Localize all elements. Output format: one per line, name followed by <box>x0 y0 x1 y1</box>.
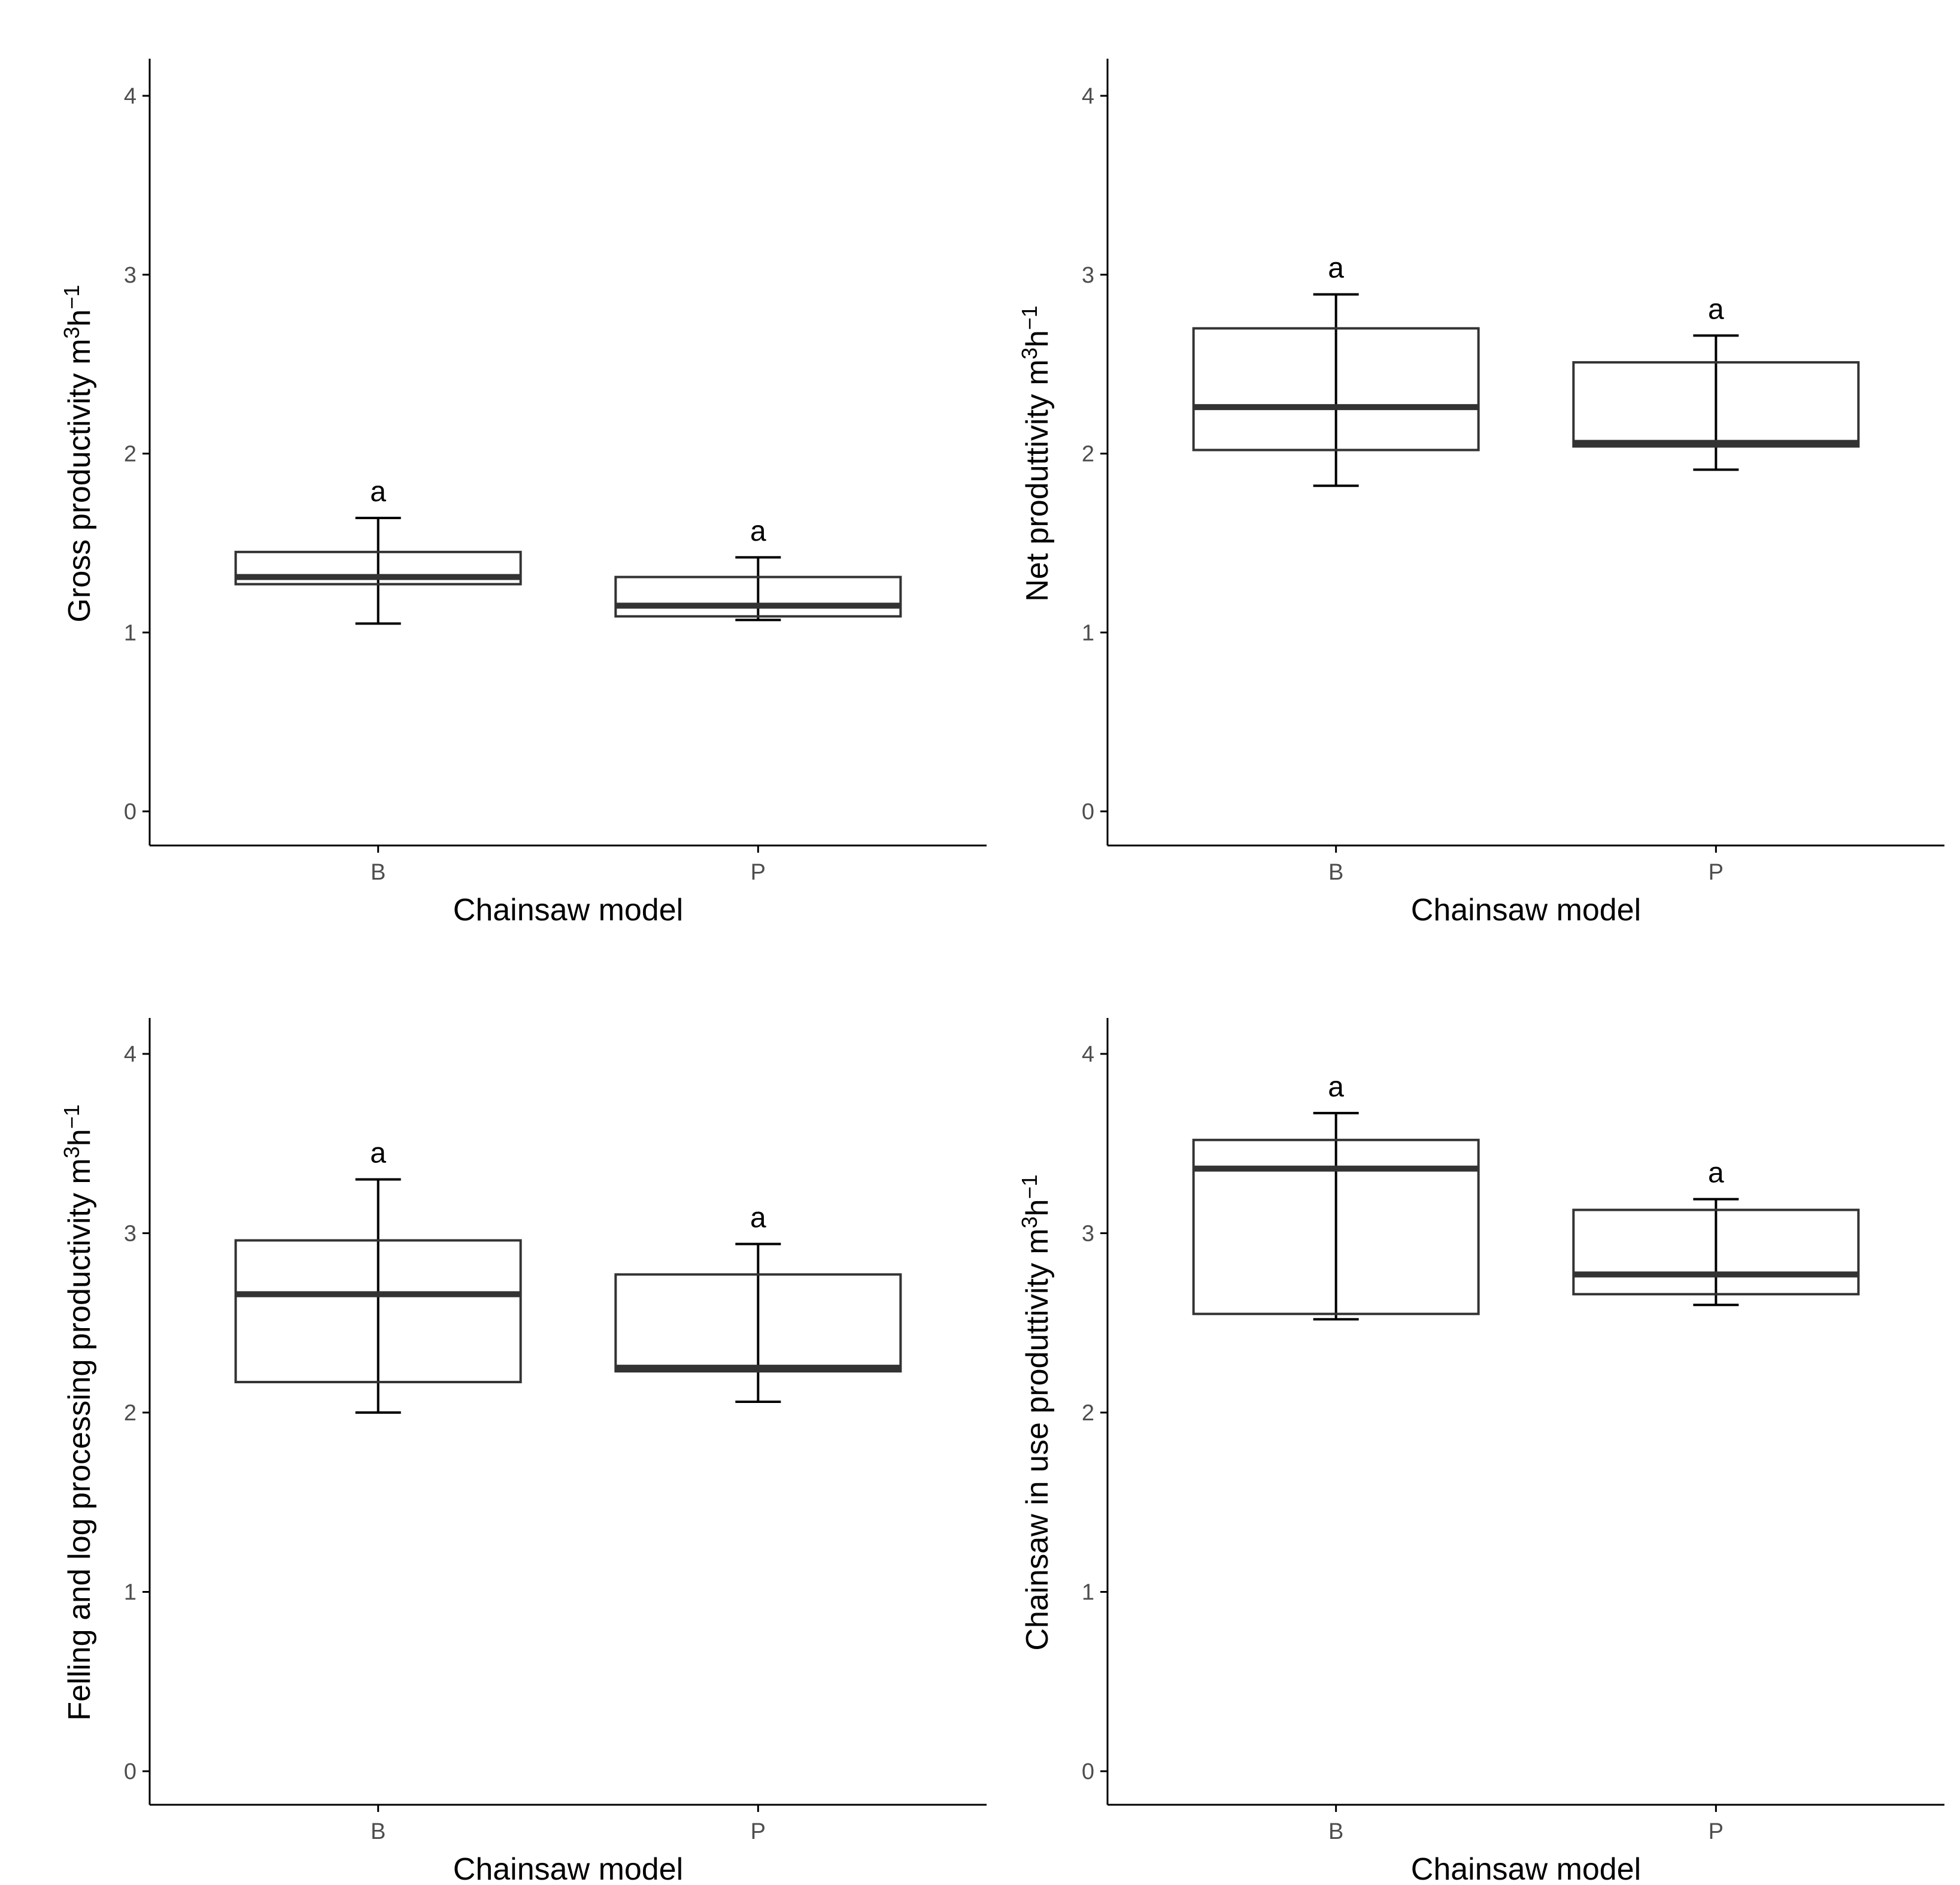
box-rect <box>614 1273 902 1373</box>
x-tick-label: P <box>751 860 766 885</box>
y-tick-label: 0 <box>1082 799 1094 825</box>
box-rect <box>1192 327 1480 451</box>
y-tick-label: 1 <box>124 1580 136 1605</box>
x-tick-label: P <box>751 1819 766 1844</box>
y-tick-label: 4 <box>1082 1042 1094 1067</box>
y-tick-label: 0 <box>1082 1759 1094 1784</box>
x-axis-title: Chainsaw model <box>453 893 683 928</box>
significance-letter: a <box>750 516 766 547</box>
y-axis-title: Gross productivity m3h−1 <box>59 285 97 623</box>
box-rect <box>234 1239 522 1384</box>
box-B: a <box>234 1138 522 1414</box>
y-tick-label: 4 <box>124 1042 136 1067</box>
y-tick-label: 3 <box>1082 1222 1094 1247</box>
y-axis-title: Net produttivity m3h−1 <box>1017 305 1055 602</box>
panel-1: 0 1 2 3 4 B P Chainsaw model Gross productivity … <box>59 59 987 928</box>
y-tick-label: 0 <box>124 1759 136 1784</box>
panel-4: 0 1 2 3 4 B P Chainsaw model Chainsaw in use pro… <box>1017 1018 1944 1885</box>
x-tick-label: P <box>1709 1819 1724 1844</box>
box-rect <box>1572 1208 1860 1296</box>
panel-2: 0 1 2 3 4 B P Chainsaw model Net produttivity m3… <box>1017 59 1944 928</box>
box-P: a <box>1572 293 1860 471</box>
y-tick-label: 3 <box>124 1222 136 1247</box>
x-tick-label: B <box>371 1819 386 1844</box>
y-tick-label: 3 <box>1082 263 1094 288</box>
box-rect <box>1572 361 1860 448</box>
y-axis-title: Felling and log processing productivity … <box>59 1104 97 1720</box>
y-tick-label: 4 <box>1082 84 1094 109</box>
significance-letter: a <box>1328 1071 1344 1103</box>
significance-letter: a <box>1708 293 1724 325</box>
y-tick-label: 3 <box>124 263 136 288</box>
box-B: a <box>1192 253 1480 487</box>
significance-letter: a <box>1328 253 1344 284</box>
x-tick-label: B <box>1328 860 1343 885</box>
box-rect <box>234 550 522 586</box>
significance-letter: a <box>370 476 386 508</box>
y-tick-label: 1 <box>1082 1580 1094 1605</box>
significance-letter: a <box>1708 1157 1724 1189</box>
box-P: a <box>614 516 902 622</box>
y-tick-label: 2 <box>124 1401 136 1426</box>
significance-letter: a <box>370 1138 386 1169</box>
y-tick-label: 0 <box>124 799 136 825</box>
y-tick-label: 2 <box>1082 442 1094 467</box>
panel-3: 0 1 2 3 4 B P Chainsaw model Felling and log pro… <box>59 1018 987 1885</box>
x-tick-label: B <box>1328 1819 1343 1844</box>
box-P: a <box>614 1202 902 1404</box>
x-axis-title: Chainsaw model <box>453 1852 683 1885</box>
x-tick-label: P <box>1709 860 1724 885</box>
y-axis-title: Chainsaw in use produttivity m3h−1 <box>1017 1174 1055 1650</box>
box-B: a <box>1192 1071 1480 1321</box>
x-axis-title: Chainsaw model <box>1411 893 1641 928</box>
y-tick-label: 1 <box>124 620 136 645</box>
x-tick-label: B <box>371 860 386 885</box>
box-P: a <box>1572 1157 1860 1307</box>
box-B: a <box>234 476 522 625</box>
y-tick-label: 4 <box>124 84 136 109</box>
y-tick-label: 2 <box>124 442 136 467</box>
significance-letter: a <box>750 1202 766 1234</box>
box-rect <box>614 575 902 618</box>
x-axis-title: Chainsaw model <box>1411 1852 1641 1885</box>
y-tick-label: 2 <box>1082 1401 1094 1426</box>
y-tick-label: 1 <box>1082 620 1094 645</box>
box-rect <box>1192 1138 1480 1316</box>
